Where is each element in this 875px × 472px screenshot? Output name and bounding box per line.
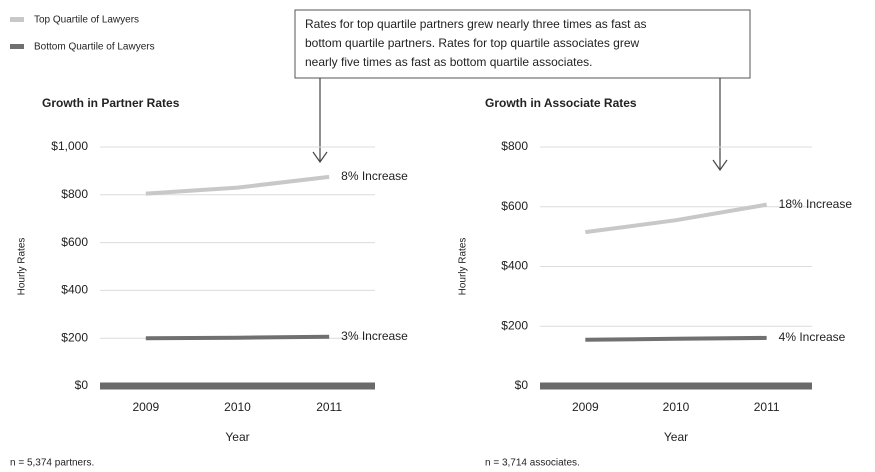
y-tick-label: $400	[501, 259, 528, 273]
x-tick-label: 2009	[132, 400, 159, 414]
legend-swatch	[10, 44, 24, 49]
y-axis-label: Hourly Rates	[458, 238, 469, 296]
chart-title: Growth in Partner Rates	[42, 96, 180, 110]
legend-swatch	[10, 17, 24, 22]
legend-label: Bottom Quartile of Lawyers	[34, 42, 155, 53]
y-tick-label: $200	[501, 318, 528, 332]
y-tick-label: $600	[61, 235, 88, 249]
y-tick-label: $200	[61, 330, 88, 344]
annotation: 4% Increase	[779, 330, 846, 344]
series-line	[145, 174, 330, 196]
legend-label: Top Quartile of Lawyers	[34, 15, 139, 26]
y-tick-label: $400	[61, 283, 88, 297]
series-line	[145, 334, 330, 341]
x-tick-label: 2011	[754, 400, 780, 414]
y-tick-label: $800	[501, 139, 528, 153]
x-tick-label: 2011	[316, 400, 342, 414]
callout-text: nearly five times as fast as bottom quar…	[305, 55, 592, 69]
x-tick-label: 2009	[572, 400, 599, 414]
series-line	[585, 202, 768, 235]
y-tick-label: $1,000	[51, 139, 88, 153]
callout-text: bottom quartile partners. Rates for top …	[305, 36, 640, 50]
annotation: 18% Increase	[779, 197, 853, 211]
callout-text: Rates for top quartile partners grew nea…	[305, 17, 647, 31]
series-line	[585, 335, 767, 342]
callout-box	[294, 9, 751, 79]
x-tick-label: 2010	[663, 400, 690, 414]
annotation: 8% Increase	[341, 169, 408, 183]
note: n = 5,374 partners.	[10, 458, 94, 469]
callout-arrow	[712, 78, 728, 172]
y-tick-label: $600	[501, 199, 528, 213]
chart-title: Growth in Associate Rates	[485, 96, 637, 110]
y-tick-label: $0	[515, 378, 529, 392]
annotation: 3% Increase	[341, 329, 408, 343]
y-axis-label: Hourly Rates	[17, 238, 28, 296]
x-tick-label: 2010	[224, 400, 251, 414]
note: n = 3,714 associates.	[485, 458, 580, 469]
x-axis-label: Year	[225, 430, 249, 444]
callout-arrow	[312, 78, 328, 164]
x-axis-label: Year	[664, 430, 688, 444]
y-tick-label: $800	[61, 187, 88, 201]
y-tick-label: $0	[75, 378, 89, 392]
